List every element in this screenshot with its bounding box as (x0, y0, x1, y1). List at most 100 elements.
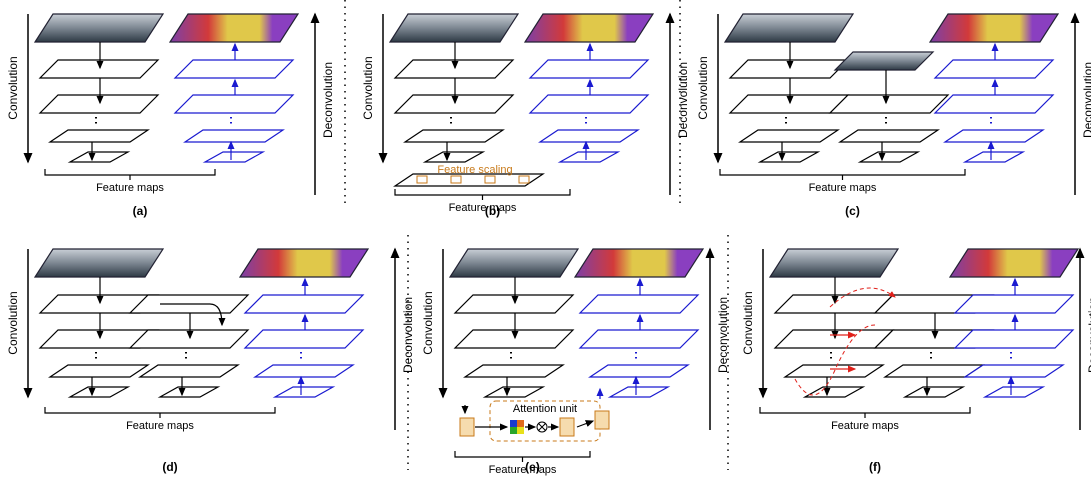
multiply-x (539, 424, 546, 431)
feature-map (395, 60, 513, 78)
deconv-label: Deconvolution (1081, 62, 1091, 138)
diagram: Convolution Deconvolution Feature maps (a) C… (0, 0, 1091, 479)
feature-map (175, 60, 293, 78)
input-image (725, 14, 853, 42)
feature-map (185, 130, 283, 142)
feature-map (255, 365, 353, 377)
segmentation-map (170, 14, 298, 42)
feature-map (805, 387, 863, 397)
feature-map (830, 95, 948, 113)
feature-map (130, 330, 248, 348)
feature-map (730, 60, 848, 78)
feature-map (485, 387, 543, 397)
cube (460, 418, 474, 436)
attention-cell (517, 427, 524, 434)
panel-label: (a) (133, 204, 148, 218)
feature-maps-label: Feature maps (449, 202, 517, 214)
feature-map (985, 387, 1043, 397)
segmentation-map (575, 249, 703, 277)
brace (45, 407, 275, 418)
feature-map (760, 152, 818, 162)
deconv-label: Deconvolution (1086, 297, 1091, 373)
feature-map (560, 152, 618, 162)
deconv-label: Deconvolution (321, 62, 335, 138)
feature-maps-label: Feature maps (809, 182, 877, 194)
feature-map (860, 152, 918, 162)
feature-map (465, 365, 563, 377)
feature-map (955, 330, 1073, 348)
feature-map (935, 95, 1053, 113)
feature-maps-label: Feature maps (126, 420, 194, 432)
feature-map (955, 295, 1073, 313)
segmentation-map (525, 14, 653, 42)
feature-map (245, 295, 363, 313)
panel-label: (c) (845, 204, 860, 218)
feature-map (775, 295, 893, 313)
deconv-label: Deconvolution (676, 62, 690, 138)
feature-maps-label: Feature maps (96, 182, 164, 194)
feature-map (175, 95, 293, 113)
feature-map (840, 130, 938, 142)
conv-label: Convolution (696, 56, 710, 119)
feature-map (530, 95, 648, 113)
feature-maps-label: Feature maps (831, 420, 899, 432)
cube (595, 411, 609, 429)
feature-map (395, 95, 513, 113)
brace (720, 169, 965, 180)
panel-label: (d) (162, 460, 177, 474)
feature-map (455, 295, 573, 313)
feature-map (785, 365, 883, 377)
panel-label: (f) (869, 460, 881, 474)
feature-maps-label: Feature maps (489, 464, 557, 476)
feature-map (425, 152, 483, 162)
segmentation-map (930, 14, 1058, 42)
feature-map (540, 130, 638, 142)
brace (455, 451, 590, 462)
feature-map (580, 330, 698, 348)
feature-map (945, 130, 1043, 142)
conv-label: Convolution (741, 291, 755, 354)
conv-label: Convolution (6, 291, 20, 354)
panel-label: (e) (525, 460, 540, 474)
feature-map (775, 330, 893, 348)
attention-cell (510, 420, 517, 427)
attention-label: Attention unit (513, 403, 577, 415)
feature-map (160, 387, 218, 397)
feature-map (50, 365, 148, 377)
feature-map (590, 365, 688, 377)
feature-map (935, 60, 1053, 78)
input-image (35, 14, 163, 42)
feature-map (580, 295, 698, 313)
feature-map (40, 95, 158, 113)
feature-scaling-label: Feature scaling (437, 164, 512, 176)
brace (395, 189, 570, 200)
conv-label: Convolution (6, 56, 20, 119)
input-image (390, 14, 518, 42)
brace (45, 169, 215, 180)
input-image (35, 249, 163, 277)
cube (560, 418, 574, 436)
deconv-label: Deconvolution (716, 297, 730, 373)
feature-map (905, 387, 963, 397)
attention-cell (517, 420, 524, 427)
arrow (577, 421, 593, 427)
segmentation-map (240, 249, 368, 277)
feature-map (530, 60, 648, 78)
feature-map (740, 130, 838, 142)
segmentation-map (950, 249, 1078, 277)
feature-map (70, 387, 128, 397)
feature-map (70, 152, 128, 162)
feature-map (455, 330, 573, 348)
input-image (770, 249, 898, 277)
conv-label: Convolution (361, 56, 375, 119)
feature-map (730, 95, 848, 113)
deconv-label: Deconvolution (401, 297, 415, 373)
feature-map (610, 387, 668, 397)
input-image (835, 52, 933, 70)
feature-map (50, 130, 148, 142)
panel-label: (b) (485, 204, 500, 218)
feature-map (965, 152, 1023, 162)
feature-map (965, 365, 1063, 377)
feature-map (205, 152, 263, 162)
conv-label: Convolution (421, 291, 435, 354)
